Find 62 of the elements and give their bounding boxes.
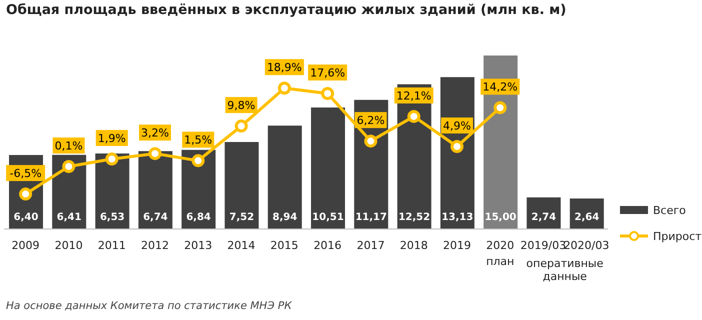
data-label: 15,00 (484, 212, 516, 223)
x-tick-label: 2014 (227, 239, 256, 252)
data-label: 18,9% (266, 61, 302, 74)
data-label: 2,74 (531, 212, 556, 223)
x-tick-label: 2020/03 (564, 239, 610, 252)
chart-title: Общая площадь введённых в эксплуатацию жилых зданий (млн кв. м) (6, 2, 566, 18)
data-label: 13,13 (442, 212, 474, 223)
x-tick-label: 2016 (314, 239, 342, 252)
legend-label: Всего (653, 204, 686, 216)
point (321, 87, 334, 100)
legend-label: Прирост (653, 230, 702, 242)
data-label: 6,84 (186, 212, 211, 223)
point (105, 152, 118, 166)
x-tick-label: 2012 (141, 239, 169, 252)
point (148, 147, 162, 160)
point (62, 160, 76, 174)
data-label: 6,2% (356, 114, 385, 128)
x-tick-label: 2010 (54, 239, 83, 252)
x-tick-label: 2017 (356, 239, 385, 252)
bar (224, 142, 259, 229)
data-label: 6,41 (56, 212, 82, 223)
text: На основе данных Комитета по статистике МНЭ РК (6, 300, 292, 312)
x-tick-label: 2020 план (486, 239, 514, 268)
data-label: 12,52 (398, 212, 430, 223)
data-label: 10,51 (312, 212, 344, 223)
data-label: 8,94 (272, 212, 298, 223)
text: оперативные данные (526, 257, 604, 283)
x-tick-label: 2011 (98, 239, 126, 252)
x-tick-label: 2018 (400, 239, 428, 252)
point (19, 188, 32, 201)
data-label: 3,2% (141, 126, 169, 140)
x-tick-label: 2013 (184, 239, 212, 252)
bar (182, 150, 216, 229)
data-label: 11,17 (355, 212, 387, 223)
point (450, 140, 464, 153)
x-tick-label: 2019/03 (520, 239, 566, 252)
x-tick-label: 2009 (12, 239, 40, 252)
data-label: 7,52 (229, 212, 254, 223)
data-label: 6,53 (100, 212, 125, 223)
data-label: 2,64 (574, 212, 600, 223)
data-label: 6,74 (143, 212, 168, 223)
data-label: 6,40 (14, 212, 38, 223)
data-label: 0,1% (54, 140, 83, 153)
point (364, 134, 378, 148)
bar (311, 107, 345, 229)
x-tick-label: 2015 (270, 239, 298, 252)
point (494, 101, 507, 114)
point (278, 82, 291, 95)
point (234, 120, 248, 133)
data-label: 4,9% (443, 119, 471, 132)
bar (52, 154, 86, 229)
x-tick-label: 2019 (443, 239, 471, 252)
data-label: 14,2% (482, 80, 518, 94)
data-label: 12,1% (396, 89, 432, 102)
bar (268, 126, 302, 229)
data-label: 9,8% (227, 99, 256, 112)
point (407, 110, 420, 123)
point (192, 154, 205, 168)
data-label: 1,5% (184, 134, 212, 147)
data-label: 17,6% (310, 66, 346, 80)
data-label: -6,5% (10, 167, 42, 180)
data-label: 1,9% (98, 132, 126, 145)
